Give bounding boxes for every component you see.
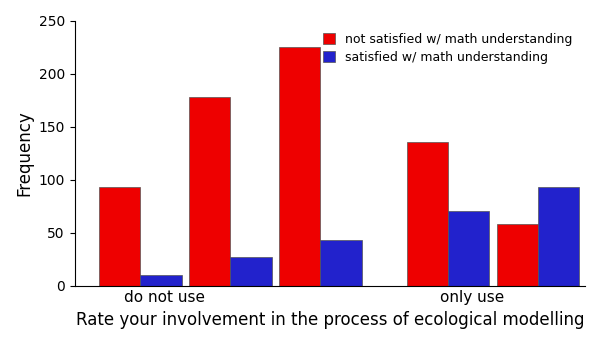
Bar bbox=[320, 240, 362, 286]
Bar bbox=[140, 275, 182, 286]
Y-axis label: Frequency: Frequency bbox=[15, 110, 33, 196]
Bar bbox=[99, 187, 140, 286]
Bar bbox=[448, 211, 490, 286]
Bar bbox=[189, 97, 230, 286]
Legend: not satisfied w/ math understanding, satisfied w/ math understanding: not satisfied w/ math understanding, sat… bbox=[316, 27, 579, 70]
Bar bbox=[497, 224, 538, 286]
Bar bbox=[538, 187, 580, 286]
Bar bbox=[230, 257, 272, 286]
X-axis label: Rate your involvement in the process of ecological modelling: Rate your involvement in the process of … bbox=[76, 311, 584, 329]
Bar bbox=[407, 142, 448, 286]
Bar bbox=[279, 47, 320, 286]
